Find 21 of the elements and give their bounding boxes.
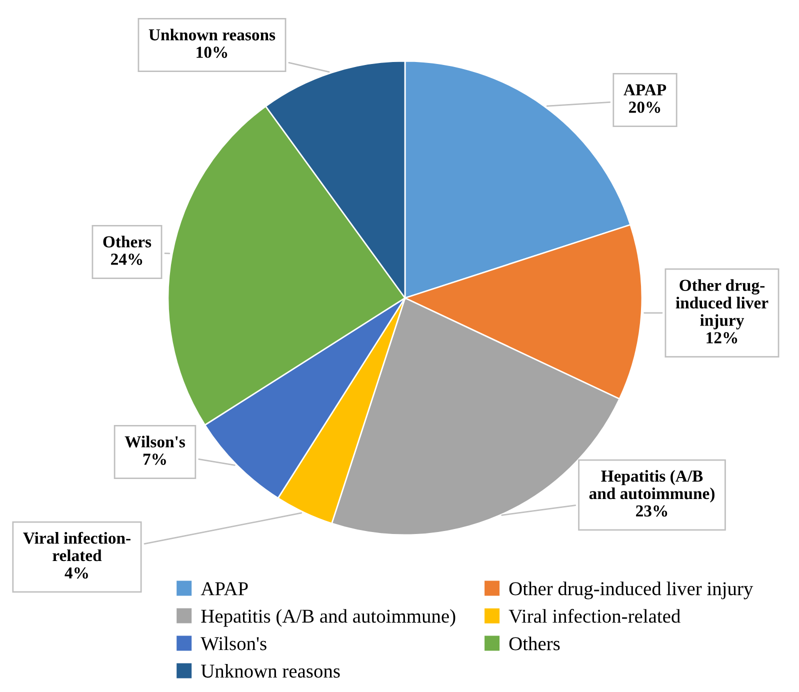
data-label: 20% bbox=[629, 102, 660, 113]
legend-label: Hepatitis (A/B and autoimmune) bbox=[201, 609, 456, 627]
slice-label: Hepatitis (A/B and autoimmune) bbox=[589, 470, 714, 503]
data-label: 7% bbox=[143, 454, 166, 465]
legend-label: Other drug-induced liver injury bbox=[509, 582, 754, 600]
legend-label: Wilson's bbox=[200, 636, 266, 650]
slice-label: Wilson's bbox=[124, 436, 186, 448]
legend-label: Viral infection-related bbox=[508, 608, 680, 623]
slice-label: Viral infection-related bbox=[23, 532, 130, 562]
legend-label: APAP bbox=[200, 582, 248, 596]
data-label: 23% bbox=[636, 505, 668, 517]
data-label: 24% bbox=[111, 254, 142, 265]
slice-label: APAP bbox=[624, 84, 666, 96]
data-label: 10% bbox=[196, 46, 228, 58]
slice-label: Other drug-induced liver injury bbox=[676, 279, 768, 330]
legend-label: Unknown reasons bbox=[201, 664, 340, 678]
data-label: 4% bbox=[64, 567, 88, 579]
slice-label: Others bbox=[103, 236, 152, 248]
slice-label: Unknown reasons bbox=[148, 28, 276, 40]
data-label: 12% bbox=[706, 332, 738, 344]
legend-label: Others bbox=[509, 636, 560, 650]
